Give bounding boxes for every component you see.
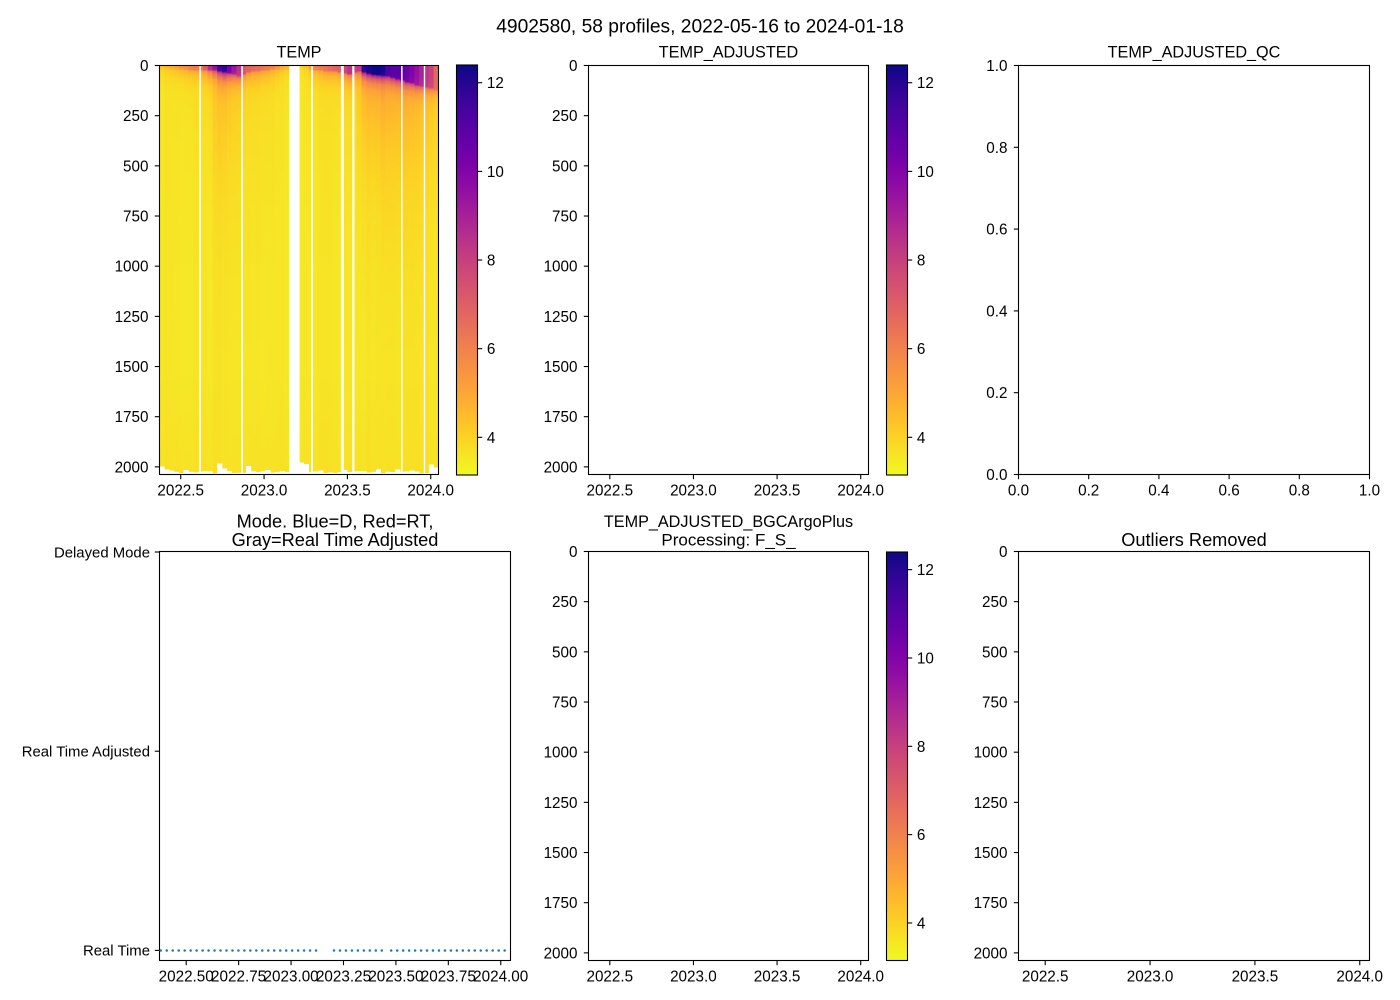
svg-text:2023.25: 2023.25 — [316, 968, 371, 985]
svg-text:0.2: 0.2 — [1078, 482, 1099, 499]
svg-text:1.0: 1.0 — [1359, 482, 1380, 499]
svg-text:2022.5: 2022.5 — [1022, 968, 1069, 985]
svg-text:8: 8 — [487, 253, 495, 270]
svg-text:0.0: 0.0 — [1008, 482, 1029, 499]
svg-text:1000: 1000 — [115, 259, 149, 276]
svg-text:TEMP_ADJUSTED: TEMP_ADJUSTED — [659, 43, 798, 61]
svg-text:0: 0 — [569, 544, 577, 561]
svg-text:1250: 1250 — [544, 795, 578, 812]
svg-text:6: 6 — [487, 341, 495, 358]
svg-text:750: 750 — [552, 695, 577, 712]
svg-text:0.0: 0.0 — [986, 467, 1007, 484]
svg-text:TEMP_ADJUSTED_QC: TEMP_ADJUSTED_QC — [1108, 43, 1281, 61]
svg-text:2024.0: 2024.0 — [407, 482, 454, 499]
svg-text:250: 250 — [123, 108, 148, 125]
svg-text:12: 12 — [917, 75, 934, 92]
svg-text:2023.50: 2023.50 — [368, 968, 423, 985]
svg-text:8: 8 — [917, 739, 925, 756]
svg-text:2023.0: 2023.0 — [670, 968, 717, 985]
svg-text:2022.75: 2022.75 — [211, 968, 266, 985]
svg-text:500: 500 — [982, 644, 1007, 661]
svg-text:0.6: 0.6 — [986, 222, 1007, 239]
svg-text:4: 4 — [917, 430, 926, 447]
svg-text:4: 4 — [487, 430, 496, 447]
svg-text:1000: 1000 — [974, 745, 1008, 762]
svg-text:12: 12 — [917, 562, 934, 579]
svg-text:0.8: 0.8 — [986, 140, 1007, 157]
svg-text:2024.0: 2024.0 — [837, 968, 884, 985]
svg-text:2023.00: 2023.00 — [264, 968, 319, 985]
svg-text:TEMP_ADJUSTED_BGCArgoPlus: TEMP_ADJUSTED_BGCArgoPlus — [604, 513, 853, 531]
svg-text:2023.5: 2023.5 — [324, 482, 371, 499]
svg-text:1750: 1750 — [544, 895, 578, 912]
svg-text:2022.50: 2022.50 — [159, 968, 214, 985]
svg-text:1250: 1250 — [544, 309, 578, 326]
svg-text:1250: 1250 — [974, 795, 1008, 812]
svg-text:0.4: 0.4 — [1148, 482, 1170, 499]
svg-text:12: 12 — [487, 75, 504, 92]
svg-text:6: 6 — [917, 827, 925, 844]
svg-text:Real Time: Real Time — [83, 944, 150, 960]
svg-text:250: 250 — [552, 594, 577, 611]
svg-text:0: 0 — [569, 58, 577, 75]
svg-text:6: 6 — [917, 341, 925, 358]
svg-text:4: 4 — [917, 915, 926, 932]
svg-text:1500: 1500 — [974, 845, 1008, 862]
svg-text:0.4: 0.4 — [986, 303, 1008, 320]
svg-text:1000: 1000 — [544, 259, 578, 276]
svg-text:2022.5: 2022.5 — [586, 968, 633, 985]
svg-text:TEMP: TEMP — [277, 43, 322, 61]
svg-text:750: 750 — [552, 209, 577, 226]
svg-text:250: 250 — [552, 108, 577, 125]
svg-text:500: 500 — [123, 158, 148, 175]
svg-text:10: 10 — [487, 164, 504, 181]
svg-text:500: 500 — [552, 158, 577, 175]
svg-text:1500: 1500 — [544, 845, 578, 862]
svg-text:2023.0: 2023.0 — [1127, 968, 1174, 985]
svg-text:2023.75: 2023.75 — [421, 968, 476, 985]
svg-text:Processing: F_S_: Processing: F_S_ — [661, 531, 796, 550]
svg-text:750: 750 — [123, 209, 148, 226]
svg-text:2024.0: 2024.0 — [1336, 968, 1383, 985]
svg-text:4902580, 58 profiles, 2022-05-: 4902580, 58 profiles, 2022-05-16 to 2024… — [496, 16, 904, 37]
svg-text:Gray=Real Time Adjusted: Gray=Real Time Adjusted — [232, 530, 439, 550]
svg-text:0.6: 0.6 — [1218, 482, 1239, 499]
svg-text:1500: 1500 — [544, 359, 578, 376]
svg-text:Mode. Blue=D, Red=RT,: Mode. Blue=D, Red=RT, — [237, 512, 434, 532]
svg-text:Real Time Adjusted: Real Time Adjusted — [22, 745, 150, 761]
svg-text:2024.0: 2024.0 — [837, 482, 884, 499]
svg-text:1750: 1750 — [974, 895, 1008, 912]
svg-text:2023.5: 2023.5 — [1232, 968, 1279, 985]
svg-text:2023.5: 2023.5 — [754, 482, 801, 499]
svg-text:1750: 1750 — [544, 409, 578, 426]
svg-text:2000: 2000 — [974, 945, 1008, 962]
svg-text:1750: 1750 — [115, 409, 149, 426]
svg-text:Delayed Mode: Delayed Mode — [54, 545, 150, 561]
svg-text:1.0: 1.0 — [986, 58, 1007, 75]
svg-text:2023.5: 2023.5 — [754, 968, 801, 985]
svg-text:500: 500 — [552, 644, 577, 661]
svg-text:250: 250 — [982, 594, 1007, 611]
svg-text:1250: 1250 — [115, 309, 149, 326]
svg-text:750: 750 — [982, 695, 1007, 712]
svg-text:0: 0 — [999, 544, 1007, 561]
svg-text:2022.5: 2022.5 — [157, 482, 204, 499]
svg-text:1500: 1500 — [115, 359, 149, 376]
svg-text:2023.0: 2023.0 — [670, 482, 717, 499]
svg-text:0.2: 0.2 — [986, 385, 1007, 402]
svg-text:8: 8 — [917, 253, 925, 270]
svg-text:10: 10 — [917, 164, 934, 181]
svg-text:0: 0 — [140, 58, 148, 75]
svg-text:2022.5: 2022.5 — [586, 482, 633, 499]
svg-text:10: 10 — [917, 650, 934, 667]
svg-text:0.8: 0.8 — [1289, 482, 1310, 499]
svg-text:Outliers Removed: Outliers Removed — [1121, 530, 1267, 550]
svg-text:2000: 2000 — [544, 945, 578, 962]
svg-text:2000: 2000 — [544, 459, 578, 476]
svg-text:2023.0: 2023.0 — [241, 482, 288, 499]
svg-text:2000: 2000 — [115, 459, 149, 476]
svg-text:1000: 1000 — [544, 745, 578, 762]
svg-text:2024.00: 2024.00 — [473, 968, 528, 985]
